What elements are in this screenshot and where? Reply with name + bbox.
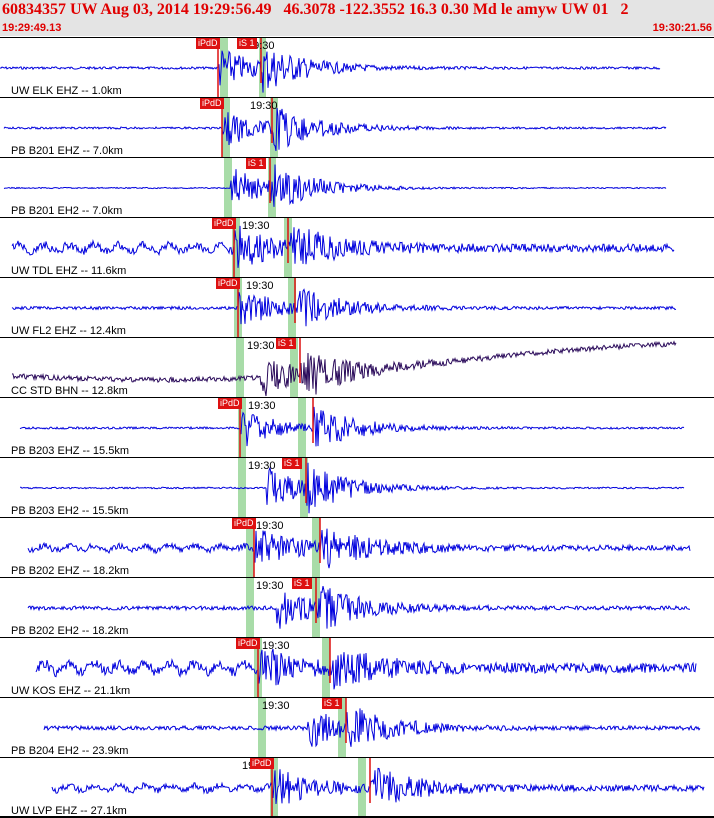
trace-panel[interactable]: 19:30 iPdD UW TDL EHZ -- 11.6km <box>0 217 714 277</box>
waveform-plot <box>3 98 667 157</box>
trace-panel[interactable]: 19:30 iPdD PB B203 EHZ -- 15.5km <box>0 397 714 457</box>
station-label: PB B201 EH2 -- 7.0km <box>11 205 123 217</box>
waveform-plot <box>20 458 685 517</box>
seismic-waveform <box>35 648 697 690</box>
seismic-waveform <box>11 288 677 327</box>
trace-panel[interactable]: 19:30 iPdD iS 1 UW ELK EHZ -- 1.0km <box>0 37 714 97</box>
trace-panel[interactable]: 19:30 iPdD PB B201 EHZ -- 7.0km <box>0 97 714 157</box>
station-label: UW LVP EHZ -- 27.1km <box>11 805 127 817</box>
window-start-time: 19:29:49.13 <box>2 22 62 34</box>
station-label: PB B203 EHZ -- 15.5km <box>11 445 129 457</box>
p-window-marker <box>246 518 254 577</box>
trace-panel[interactable]: 19:30 iPdD PB B202 EHZ -- 18.2km <box>0 517 714 577</box>
station-label: UW ELK EHZ -- 1.0km <box>11 85 122 97</box>
p-pick-label[interactable]: iPdD <box>212 218 236 229</box>
station-label: UW TDL EHZ -- 11.6km <box>11 265 127 277</box>
p-window-marker <box>224 158 232 217</box>
p-pick-label[interactable]: iPdD <box>216 278 240 289</box>
s-pick-label[interactable]: iS 1 <box>246 158 266 169</box>
waveform-plot <box>3 158 667 217</box>
seismic-waveform <box>11 225 675 268</box>
minute-marker-label: 19:30 <box>247 340 275 352</box>
seismic-waveform <box>27 585 691 629</box>
p-pick-label[interactable]: iPdD <box>232 518 256 529</box>
station-label: PB B202 EHZ -- 18.2km <box>11 565 129 577</box>
p-window-marker <box>238 398 246 457</box>
bottom-border <box>0 816 714 818</box>
p-window-marker <box>238 458 246 517</box>
station-label: CC STD BHN -- 12.8km <box>11 385 128 397</box>
minute-marker-label: 19:30 <box>262 640 290 652</box>
minute-marker-label: 19:30 <box>248 460 276 472</box>
event-header: 60834357 UW Aug 03, 2014 19:29:56.49 46.… <box>0 0 714 36</box>
station-label: PB B204 EH2 -- 23.9km <box>11 745 129 757</box>
seismic-waveform <box>43 708 701 748</box>
s-pick-label[interactable]: iS 1 <box>282 458 302 469</box>
minute-marker-label: 19:30 <box>242 220 270 232</box>
s-window-marker <box>322 638 330 697</box>
station-label: PB B203 EH2 -- 15.5km <box>11 505 129 517</box>
p-pick-label[interactable]: iPdD <box>200 98 224 109</box>
s-pick-label[interactable]: iS 1 <box>237 38 257 49</box>
minute-marker-label: 19:30 <box>256 580 284 592</box>
s-pick-label[interactable]: iS 1 <box>292 578 312 589</box>
seismic-waveform <box>51 767 705 805</box>
seismic-waveform <box>3 164 667 207</box>
trace-panel[interactable]: 19:30 iS 1 PB B204 EH2 -- 23.9km <box>0 697 714 757</box>
waveform-plot <box>43 698 701 757</box>
p-pick-label[interactable]: iPdD <box>196 38 220 49</box>
s-window-marker <box>270 98 278 157</box>
station-label: UW KOS EHZ -- 21.1km <box>11 685 131 697</box>
trace-panel[interactable]: 19:30 iPdD UW KOS EHZ -- 21.1km <box>0 637 714 697</box>
s-window-marker <box>300 458 308 517</box>
trace-panel[interactable]: 19:30 iS 1 PB B203 EH2 -- 15.5km <box>0 457 714 517</box>
p-pick-label[interactable]: iPdD <box>236 638 260 649</box>
trace-panel[interactable]: iS 1 PB B201 EH2 -- 7.0km <box>0 157 714 217</box>
minute-marker-label: 19:30 <box>250 100 278 112</box>
minute-marker-label: 19:30 <box>262 700 290 712</box>
p-pick-label[interactable]: iPdD <box>218 398 242 409</box>
station-label: UW FL2 EHZ -- 12.4km <box>11 325 126 337</box>
p-window-marker <box>258 698 266 757</box>
p-window-marker <box>220 38 228 97</box>
seismic-waveform <box>11 340 677 397</box>
seismic-waveform <box>19 406 685 447</box>
seismic-waveform <box>27 528 691 569</box>
p-pick-label[interactable]: iPdD <box>250 758 274 769</box>
minute-marker-label: 19:30 <box>256 520 284 532</box>
seismic-waveform <box>20 462 685 514</box>
p-window-marker <box>232 218 240 277</box>
minute-marker-label: 19:30 <box>248 400 276 412</box>
trace-panel[interactable]: 19:30 iS 1 PB B202 EH2 -- 18.2km <box>0 577 714 637</box>
waveform-plot <box>27 518 691 577</box>
s-pick-label[interactable]: iS 1 <box>276 338 296 349</box>
s-window-marker <box>298 398 306 457</box>
station-label: PB B201 EHZ -- 7.0km <box>11 145 123 157</box>
s-window-marker <box>288 278 296 337</box>
event-title: 60834357 UW Aug 03, 2014 19:29:56.49 46.… <box>2 1 629 18</box>
waveform-plot <box>27 578 691 637</box>
s-pick-label[interactable]: iS 1 <box>322 698 342 709</box>
p-window-marker <box>236 338 244 397</box>
minute-marker-label: 19:30 <box>246 280 274 292</box>
seismic-waveform <box>3 107 667 151</box>
seismic-waveform <box>0 50 661 93</box>
station-label: PB B202 EH2 -- 18.2km <box>11 625 129 637</box>
s-window-marker <box>290 338 298 397</box>
trace-panel[interactable]: 19:30 iPdD UW FL2 EHZ -- 12.4km <box>0 277 714 337</box>
waveform-plot <box>11 338 677 397</box>
s-window-marker <box>338 698 346 757</box>
s-window-marker <box>259 38 266 97</box>
window-end-time: 19:30:21.56 <box>652 22 712 34</box>
trace-panel[interactable]: 19:30 iS 1 CC STD BHN -- 12.8km <box>0 337 714 397</box>
